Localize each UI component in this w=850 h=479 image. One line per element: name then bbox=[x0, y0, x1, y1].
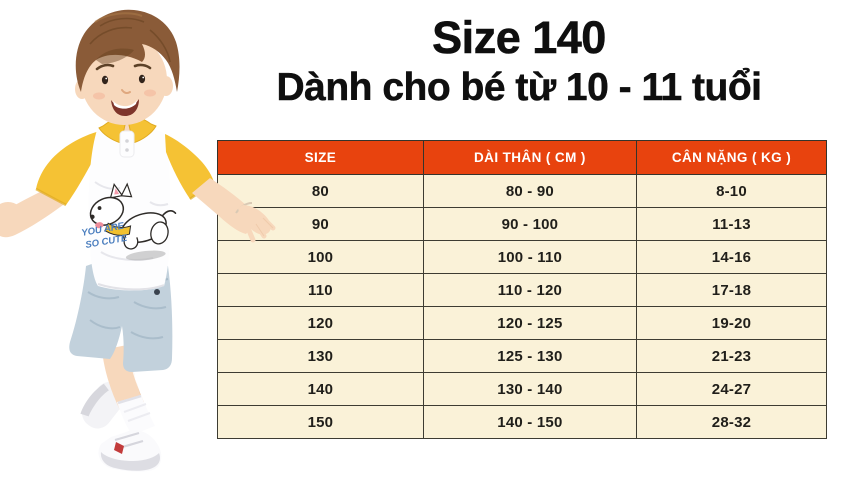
cell-weight: 8-10 bbox=[635, 174, 828, 208]
header-size: SIZE bbox=[217, 140, 424, 175]
eye bbox=[101, 75, 109, 85]
cell-length: 125 - 130 bbox=[422, 339, 637, 373]
polo-button bbox=[125, 139, 129, 143]
boy-left-arm bbox=[0, 131, 100, 238]
title-block: Size 140 Dành cho bé từ 10 - 11 tuổi bbox=[200, 12, 838, 109]
cell-length: 100 - 110 bbox=[422, 240, 637, 274]
header-row: SIZE DÀI THÂN ( CM ) CÂN NẶNG ( KG ) bbox=[217, 140, 828, 175]
table-row: 90 90 - 100 11-13 bbox=[217, 207, 828, 241]
cell-weight: 14-16 bbox=[635, 240, 828, 274]
face bbox=[81, 35, 167, 125]
cell-weight: 19-20 bbox=[635, 306, 828, 340]
cell-weight: 28-32 bbox=[635, 405, 828, 439]
boy-front-leg bbox=[102, 345, 144, 410]
cell-length: 120 - 125 bbox=[422, 306, 637, 340]
table-row: 150 140 - 150 28-32 bbox=[217, 405, 828, 439]
cell-length: 130 - 140 bbox=[422, 372, 637, 406]
face-features bbox=[93, 63, 156, 116]
cell-size: 100 bbox=[217, 240, 424, 274]
table-row: 80 80 - 90 8-10 bbox=[217, 174, 828, 208]
cell-size: 150 bbox=[217, 405, 424, 439]
cell-weight: 17-18 bbox=[635, 273, 828, 307]
page-title: Size 140 bbox=[432, 12, 607, 63]
table-row: 140 130 - 140 24-27 bbox=[217, 372, 828, 406]
boy-polo-shirt bbox=[88, 124, 171, 291]
eye bbox=[138, 74, 146, 84]
boy-sock bbox=[117, 394, 155, 435]
cell-size: 110 bbox=[217, 273, 424, 307]
boy-photo: YOU ARE SO CUTE bbox=[0, 9, 276, 472]
header-body-length: DÀI THÂN ( CM ) bbox=[422, 140, 637, 175]
boy-right-arm bbox=[165, 134, 276, 243]
table-row: 120 120 - 125 19-20 bbox=[217, 306, 828, 340]
cell-size: 130 bbox=[217, 339, 424, 373]
cell-weight: 11-13 bbox=[635, 207, 828, 241]
hair bbox=[75, 9, 180, 93]
shorts-button bbox=[154, 289, 160, 295]
blush bbox=[144, 89, 156, 97]
polo-button bbox=[125, 148, 129, 152]
shirt-text: YOU ARE SO CUTE bbox=[81, 221, 129, 251]
dog-graphic bbox=[89, 182, 177, 261]
table-row: 130 125 - 130 21-23 bbox=[217, 339, 828, 373]
cell-weight: 24-27 bbox=[635, 372, 828, 406]
size-table: SIZE DÀI THÂN ( CM ) CÂN NẶNG ( KG ) 80 … bbox=[217, 140, 828, 439]
cell-length: 90 - 100 bbox=[422, 207, 637, 241]
cell-length: 110 - 120 bbox=[422, 273, 637, 307]
cell-size: 120 bbox=[217, 306, 424, 340]
cell-length: 80 - 90 bbox=[422, 174, 637, 208]
cell-length: 140 - 150 bbox=[422, 405, 637, 439]
front-sneaker-icon bbox=[98, 430, 162, 472]
table-row: 100 100 - 110 14-16 bbox=[217, 240, 828, 274]
size-table-header: SIZE DÀI THÂN ( CM ) CÂN NẶNG ( KG ) bbox=[217, 140, 828, 175]
boy-head bbox=[75, 9, 180, 125]
cell-size: 140 bbox=[217, 372, 424, 406]
blush bbox=[93, 92, 105, 100]
cell-weight: 21-23 bbox=[635, 339, 828, 373]
page-subtitle: Dành cho bé từ 10 - 11 tuổi bbox=[276, 65, 762, 109]
header-weight: CÂN NẶNG ( KG ) bbox=[635, 140, 828, 175]
size-table-body: 80 80 - 90 8-10 90 90 - 100 11-13 100 10… bbox=[217, 174, 828, 439]
table-row: 110 110 - 120 17-18 bbox=[217, 273, 828, 307]
